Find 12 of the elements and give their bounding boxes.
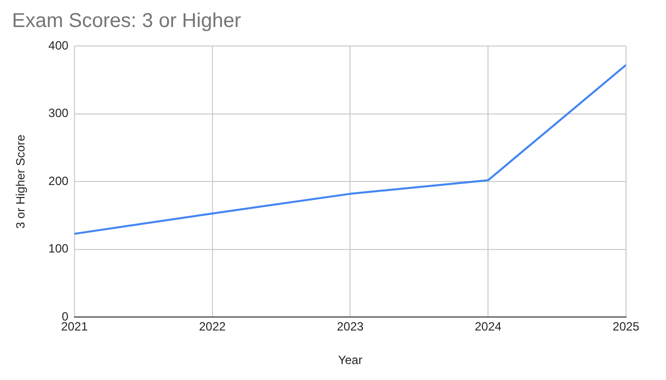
y-tick-label: 400: [48, 38, 69, 52]
x-axis-title: Year: [338, 353, 362, 368]
y-tick-label: 200: [48, 174, 69, 188]
x-tick-label: 2023: [336, 320, 364, 334]
x-tick-label: 2025: [612, 320, 640, 334]
y-axis-title: 3 or Higher Score: [14, 134, 28, 229]
chart-title: Exam Scores: 3 or Higher: [12, 10, 241, 33]
x-tick-label: 2021: [61, 320, 88, 334]
y-tick-label: 100: [48, 242, 69, 256]
y-tick-label: 300: [48, 106, 69, 120]
x-tick-label: 2024: [474, 320, 502, 334]
x-tick-label: 2022: [198, 320, 226, 334]
